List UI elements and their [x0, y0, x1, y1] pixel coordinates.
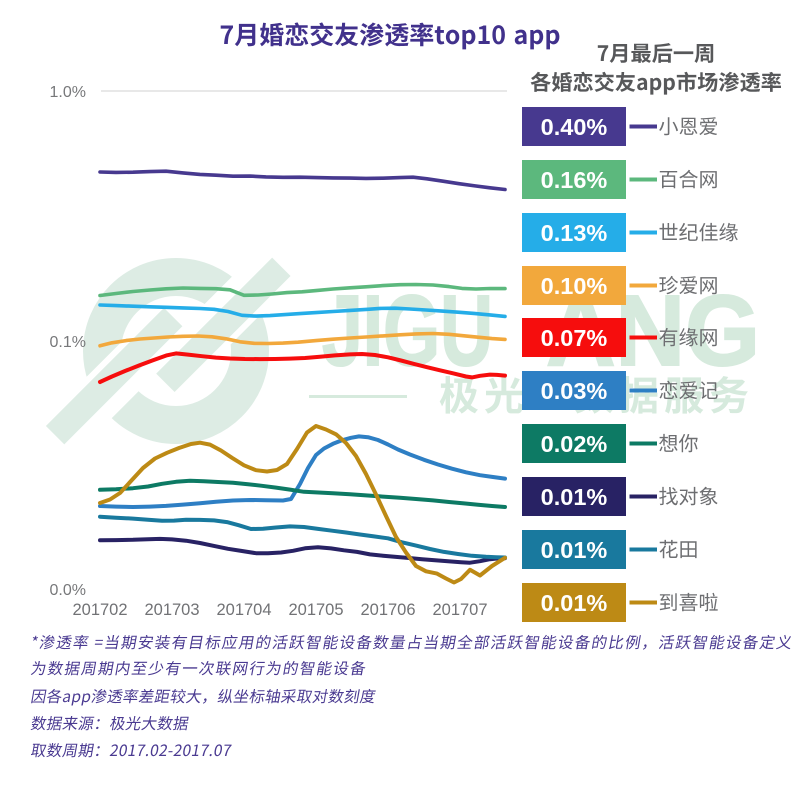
svg-text:0.10%: 0.10%	[541, 273, 608, 299]
svg-text:0.01%: 0.01%	[541, 484, 608, 510]
svg-text:0.02%: 0.02%	[541, 431, 608, 457]
svg-text:201703: 201703	[144, 601, 199, 619]
svg-text:0.13%: 0.13%	[541, 220, 608, 246]
svg-text:201705: 201705	[288, 601, 343, 619]
svg-text:201704: 201704	[216, 601, 271, 619]
svg-text:0.0%: 0.0%	[50, 582, 86, 599]
svg-text:0.40%: 0.40%	[541, 114, 608, 140]
svg-text:1.0%: 1.0%	[50, 84, 86, 101]
svg-text:0.16%: 0.16%	[541, 167, 608, 193]
svg-text:0.07%: 0.07%	[541, 325, 608, 351]
svg-text:201707: 201707	[432, 601, 487, 619]
svg-text:201706: 201706	[360, 601, 415, 619]
svg-text:0.1%: 0.1%	[50, 334, 86, 351]
svg-text:JIGU: JIGU	[322, 275, 493, 387]
svg-text:201702: 201702	[72, 601, 127, 619]
svg-text:0.01%: 0.01%	[541, 590, 608, 616]
svg-text:0.01%: 0.01%	[541, 537, 608, 563]
svg-text:0.03%: 0.03%	[541, 378, 608, 404]
